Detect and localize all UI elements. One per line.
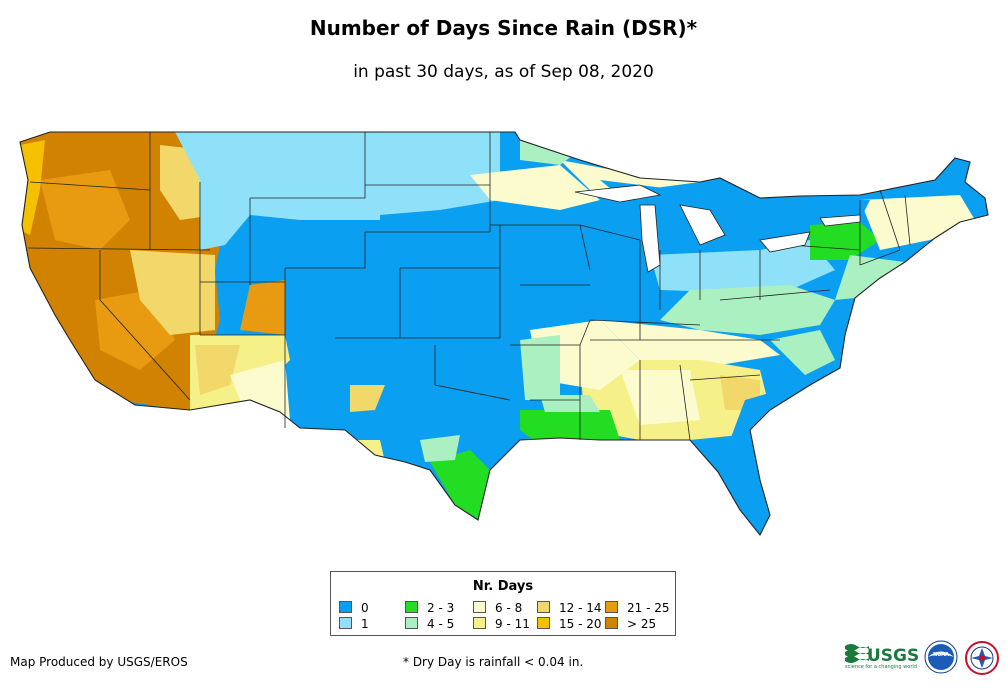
legend-swatch xyxy=(339,617,352,629)
usgs-logo: USGS science for a changing world xyxy=(845,644,919,670)
legend-item: 21 - 25 xyxy=(605,601,670,615)
legend-item: 6 - 8 xyxy=(473,601,522,615)
legend-item: 15 - 20 xyxy=(537,617,602,631)
legend-title: Nr. Days xyxy=(472,579,534,594)
nws-logo xyxy=(965,641,999,675)
legend-item: 4 - 5 xyxy=(405,617,454,631)
legend-item: 9 - 11 xyxy=(473,617,530,631)
dsr-map xyxy=(19,131,989,537)
legend: Nr. Days 0 1 2 - 3 4 - 5 6 - 8 9 - 11 12… xyxy=(330,571,676,636)
great-lakes xyxy=(574,184,861,273)
legend-swatch xyxy=(473,601,486,613)
map-subtitle: in past 30 days, as of Sep 08, 2020 xyxy=(353,62,654,82)
legend-label: > 25 xyxy=(627,617,657,631)
legend-item: 2 - 3 xyxy=(405,601,454,615)
legend-swatch xyxy=(339,601,352,613)
legend-swatch xyxy=(473,617,486,629)
dry-day-footnote: * Dry Day is rainfall < 0.04 in. xyxy=(403,655,584,669)
legend-label: 6 - 8 xyxy=(495,601,523,615)
map-credit: Map Produced by USGS/EROS xyxy=(10,655,188,669)
legend-label: 21 - 25 xyxy=(627,601,670,615)
usgs-wordmark: USGS xyxy=(867,646,919,666)
legend-label: 4 - 5 xyxy=(427,617,455,631)
legend-item: 1 xyxy=(339,617,369,631)
legend-item: > 25 xyxy=(605,617,656,631)
legend-label: 1 xyxy=(361,617,369,631)
legend-swatch xyxy=(537,617,550,629)
usgs-tagline: science for a changing world xyxy=(845,664,917,670)
map-title: Number of Days Since Rain (DSR)* xyxy=(309,16,698,40)
legend-swatch xyxy=(605,601,618,613)
legend-label: 12 - 14 xyxy=(559,601,602,615)
dsr-regions xyxy=(20,132,988,535)
noaa-wordmark: NOAA xyxy=(933,652,949,658)
state-boundaries xyxy=(19,131,989,537)
legend-swatch xyxy=(605,617,618,629)
legend-swatch xyxy=(405,617,418,629)
legend-swatch xyxy=(405,601,418,613)
legend-swatch xyxy=(537,601,550,613)
legend-item: 12 - 14 xyxy=(537,601,602,615)
legend-label: 15 - 20 xyxy=(559,617,602,631)
legend-label: 0 xyxy=(361,601,369,615)
legend-label: 9 - 11 xyxy=(495,617,530,631)
legend-label: 2 - 3 xyxy=(427,601,455,615)
legend-item: 0 xyxy=(339,601,369,615)
noaa-logo: NOAA xyxy=(924,640,958,674)
